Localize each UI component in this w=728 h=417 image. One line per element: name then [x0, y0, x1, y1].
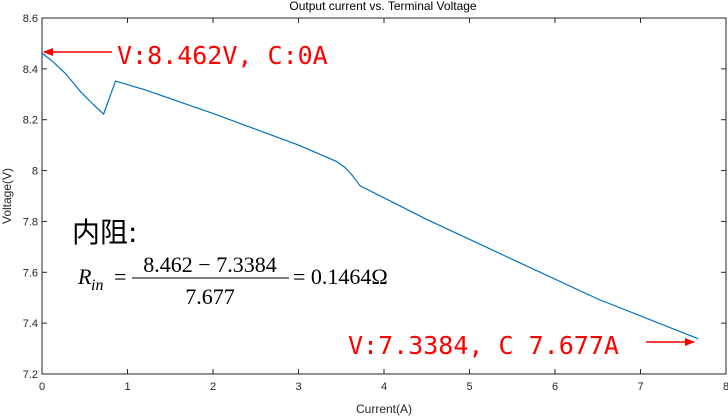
y-tick-label: 7.8 [23, 216, 38, 228]
annotation-end-label: V:7.3384, C 7.677A [348, 331, 619, 360]
y-tick-label: 7.2 [23, 369, 38, 381]
y-tick-label: 8.4 [23, 64, 38, 76]
x-axis-ticks: 0 1 2 3 4 5 6 7 8 [39, 18, 728, 393]
y-axis-ticks: 7.2 7.4 7.6 7.8 8 8.2 8.4 8.6 [23, 13, 726, 381]
x-tick-label: 7 [637, 381, 643, 393]
x-tick-label: 5 [466, 381, 472, 393]
x-tick-label: 2 [210, 381, 216, 393]
formula-equals: = [114, 264, 126, 289]
y-tick-label: 7.4 [23, 318, 38, 330]
x-tick-label: 4 [381, 381, 387, 393]
y-tick-label: 7.6 [23, 267, 38, 279]
y-tick-label: 8 [32, 166, 38, 178]
chart-title: Output current vs. Terminal Voltage [289, 0, 477, 13]
y-tick-label: 8.6 [23, 13, 38, 25]
formula: R in = 8.462 − 7.3384 7.677 = 0.1464Ω [77, 252, 388, 309]
x-tick-label: 1 [124, 381, 130, 393]
formula-numerator: 8.462 − 7.3384 [143, 252, 276, 277]
formula-lhs-subscript: in [91, 277, 103, 294]
formula-heading: 内阻: [72, 216, 137, 249]
y-axis-label: Voltage(V) [0, 168, 14, 224]
annotation-start-label: V:8.462V, C:0A [117, 41, 328, 70]
x-axis-label: Current(A) [356, 402, 412, 416]
x-tick-label: 6 [552, 381, 558, 393]
plot-area [41, 17, 727, 375]
x-tick-label: 3 [295, 381, 301, 393]
formula-result: = 0.1464Ω [293, 264, 388, 289]
y-tick-label: 8.2 [23, 115, 38, 127]
x-tick-label: 0 [39, 381, 45, 393]
formula-denominator: 7.677 [185, 284, 235, 309]
formula-lhs-symbol: R [77, 264, 92, 289]
x-tick-label: 8 [723, 381, 728, 393]
series-line [41, 52, 699, 340]
